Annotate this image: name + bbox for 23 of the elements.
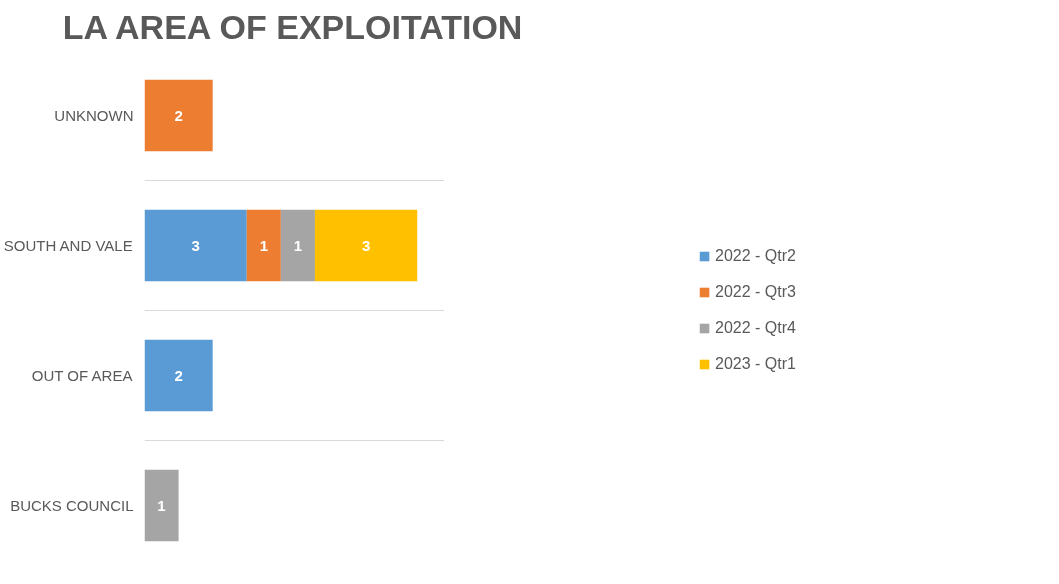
- bar: [144, 79, 213, 152]
- y-tick-label: UNKNOWN: [54, 107, 134, 124]
- data-label: 1: [259, 236, 268, 254]
- y-tick-label: SOUTH AND VALE: [3, 237, 133, 254]
- y-tick-label: BUCKS COUNCIL: [10, 497, 134, 514]
- bar: [144, 469, 179, 542]
- data-label: 1: [293, 236, 303, 254]
- data-label: 2: [174, 106, 183, 124]
- data-label: 1: [157, 496, 166, 514]
- legend-label: 2022 - Qtr3: [715, 283, 796, 301]
- bar: [144, 209, 247, 282]
- chart-title: LA AREA OF EXPLOITATION: [62, 7, 523, 46]
- bar: [246, 209, 281, 282]
- y-tick-label: OUT OF AREA: [31, 367, 133, 384]
- data-label: 3: [361, 236, 371, 254]
- data-label: 3: [191, 236, 200, 254]
- data-label: 2: [174, 366, 183, 384]
- bar: [314, 209, 418, 282]
- bar: [280, 209, 315, 282]
- legend-label: 2022 - Qtr2: [715, 247, 796, 265]
- legend-label: 2022 - Qtr4: [715, 319, 796, 337]
- legend-label: 2023 - Qtr1: [715, 355, 796, 373]
- bar: [144, 339, 213, 412]
